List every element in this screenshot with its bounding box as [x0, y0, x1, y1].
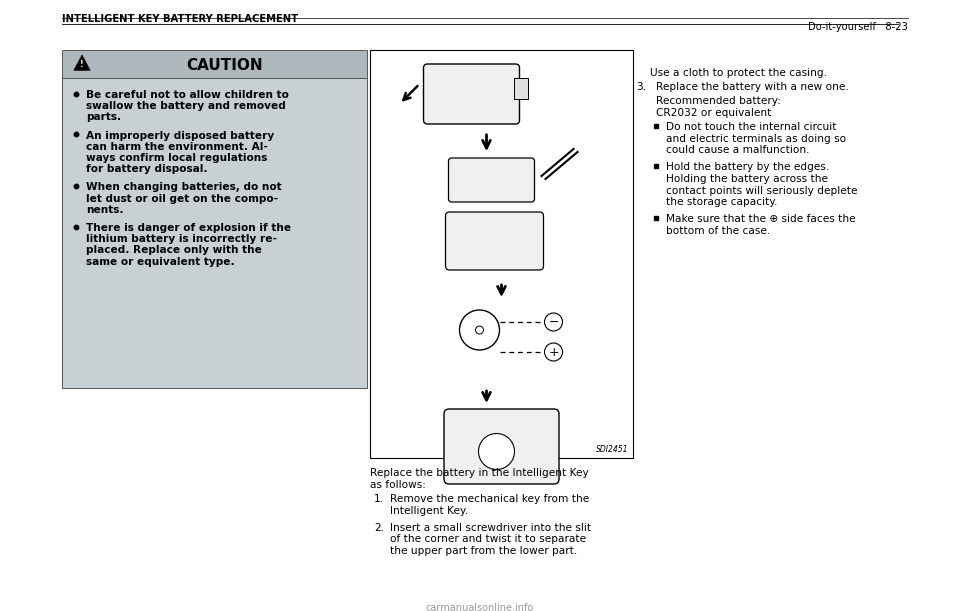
Text: Do not touch the internal circuit: Do not touch the internal circuit [666, 122, 836, 132]
Text: could cause a malfunction.: could cause a malfunction. [666, 145, 809, 155]
Text: There is danger of explosion if the: There is danger of explosion if the [86, 223, 291, 233]
Text: Make sure that the ⊕ side faces the: Make sure that the ⊕ side faces the [666, 214, 855, 224]
Text: Hold the battery by the edges.: Hold the battery by the edges. [666, 163, 829, 172]
Text: the storage capacity.: the storage capacity. [666, 197, 778, 207]
Text: placed. Replace only with the: placed. Replace only with the [86, 246, 262, 255]
Text: Intelligent Key.: Intelligent Key. [390, 505, 468, 516]
Text: 3.: 3. [636, 82, 646, 92]
Text: Replace the battery in the Intelligent Key: Replace the battery in the Intelligent K… [370, 468, 588, 478]
Text: Be careful not to allow children to: Be careful not to allow children to [86, 90, 289, 100]
Text: bottom of the case.: bottom of the case. [666, 226, 770, 236]
Text: When changing batteries, do not: When changing batteries, do not [86, 183, 281, 192]
Text: Do-it-yourself   8-23: Do-it-yourself 8-23 [808, 22, 908, 32]
Text: carmanualsonline.info: carmanualsonline.info [426, 603, 534, 611]
Text: Use a cloth to protect the casing.: Use a cloth to protect the casing. [650, 68, 827, 78]
Text: 2.: 2. [374, 523, 384, 533]
Text: contact points will seriously deplete: contact points will seriously deplete [666, 186, 857, 196]
Circle shape [475, 326, 484, 334]
Text: !: ! [81, 60, 84, 69]
FancyBboxPatch shape [444, 409, 559, 484]
Text: same or equivalent type.: same or equivalent type. [86, 257, 234, 266]
FancyBboxPatch shape [423, 64, 519, 124]
Text: let dust or oil get on the compo-: let dust or oil get on the compo- [86, 194, 278, 203]
Bar [370, 50, 633, 458]
Text: +: + [548, 345, 559, 359]
Text: as follows:: as follows: [370, 480, 426, 490]
Text: An improperly disposed battery: An improperly disposed battery [86, 131, 275, 141]
Text: Recommended battery:: Recommended battery: [656, 96, 780, 106]
Text: and electric terminals as doing so: and electric terminals as doing so [666, 133, 846, 144]
Text: Replace the battery with a new one.: Replace the battery with a new one. [656, 82, 849, 92]
Text: nents.: nents. [86, 205, 124, 215]
Text: −: − [548, 315, 559, 329]
Circle shape [544, 313, 563, 331]
Text: for battery disposal.: for battery disposal. [86, 164, 207, 174]
Text: Insert a small screwdriver into the slit: Insert a small screwdriver into the slit [390, 523, 591, 533]
FancyBboxPatch shape [448, 158, 535, 202]
Circle shape [460, 310, 499, 350]
Text: CR2032 or equivalent: CR2032 or equivalent [656, 108, 772, 118]
Text: INTELLIGENT KEY BATTERY REPLACEMENT: INTELLIGENT KEY BATTERY REPLACEMENT [62, 14, 299, 24]
Circle shape [478, 433, 515, 469]
Polygon shape [74, 55, 90, 70]
Text: ways confirm local regulations: ways confirm local regulations [86, 153, 268, 163]
Text: Remove the mechanical key from the: Remove the mechanical key from the [390, 494, 589, 504]
Text: parts.: parts. [86, 112, 121, 122]
FancyBboxPatch shape [445, 212, 543, 270]
Text: can harm the environment. Al-: can harm the environment. Al- [86, 142, 268, 152]
Text: Holding the battery across the: Holding the battery across the [666, 174, 828, 184]
Text: lithium battery is incorrectly re-: lithium battery is incorrectly re- [86, 234, 277, 244]
Text: CAUTION: CAUTION [186, 57, 263, 73]
Bar [62, 78, 367, 388]
Text: of the corner and twist it to separate: of the corner and twist it to separate [390, 535, 587, 544]
Text: SDI2451: SDI2451 [595, 445, 628, 454]
Text: 1.: 1. [374, 494, 384, 504]
Text: the upper part from the lower part.: the upper part from the lower part. [390, 546, 577, 556]
Text: swallow the battery and removed: swallow the battery and removed [86, 101, 286, 111]
Circle shape [544, 343, 563, 361]
Bar [62, 50, 367, 78]
Bar [514, 78, 527, 99]
